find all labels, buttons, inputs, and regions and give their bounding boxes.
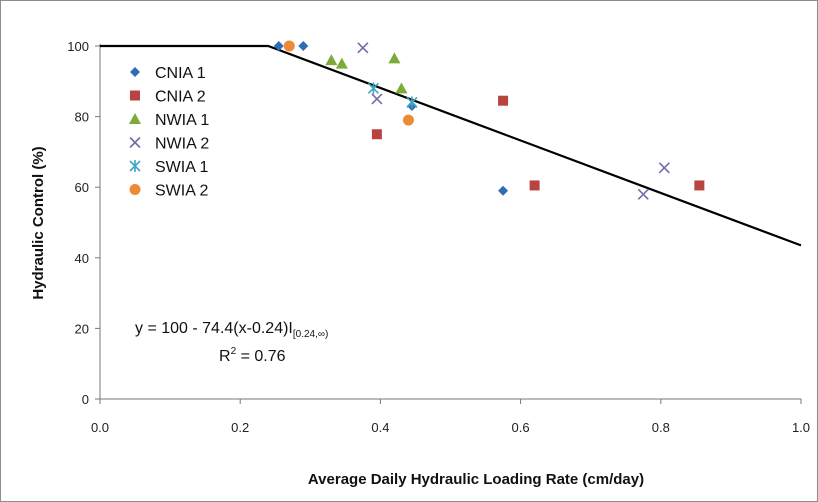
data-point-swia-1 — [406, 96, 418, 109]
legend: CNIA 1 CNIA 2 NWIA 1 NWIA 2 SWIA 1 SWIA 2 — [129, 65, 209, 200]
legend-label: SWIA 1 — [155, 159, 208, 176]
x-tick-label: 0.6 — [512, 420, 530, 435]
legend-label: CNIA 2 — [155, 89, 206, 106]
fit-equation: y = 100 - 74.4(x-0.24)I[0.24,∞) — [135, 320, 328, 340]
r-squared-value: = 0.76 — [236, 348, 285, 365]
y-tick-label: 60 — [75, 180, 89, 195]
x-tick-label: 0.4 — [371, 420, 389, 435]
fit-equation-main: y = 100 - 74.4(x-0.24)I — [135, 320, 293, 337]
legend-label: NWIA 2 — [155, 136, 209, 153]
data-point-nwia-2 — [371, 93, 383, 105]
legend-marker — [129, 113, 141, 124]
axes-layer: 0.0 0.2 0.4 0.6 0.8 1.0 0 20 40 60 80 100 — [67, 39, 810, 435]
legend-marker — [130, 67, 140, 77]
legend-marker — [129, 136, 141, 149]
data-point-cnia-1 — [498, 185, 509, 196]
data-point-nwia-1 — [395, 82, 408, 94]
data-point-swia-2 — [283, 40, 295, 52]
y-tick-label: 100 — [67, 39, 89, 54]
fit-equation-subscript: [0.24,∞) — [293, 329, 328, 340]
data-point-cnia-1 — [298, 41, 309, 51]
data-point-cnia-1 — [273, 41, 284, 51]
data-point-cnia-2 — [529, 180, 540, 191]
legend-marker — [129, 184, 141, 195]
data-point-nwia-2 — [637, 188, 649, 200]
r-squared-letter: R — [219, 348, 231, 365]
data-point-cnia-2 — [371, 129, 382, 140]
y-tick-label: 40 — [75, 251, 89, 266]
legend-marker — [129, 160, 141, 172]
data-points-layer — [273, 40, 705, 200]
data-point-swia-2 — [402, 114, 414, 126]
data-point-swia-1 — [367, 82, 379, 95]
y-axis-title: Hydraulic Control (%) — [30, 146, 47, 299]
fit-line-layer — [100, 44, 802, 247]
x-tick-label: 0.8 — [652, 420, 670, 435]
data-point-cnia-2 — [694, 180, 705, 191]
y-tick-label: 20 — [75, 321, 89, 336]
x-tick-label: 0.2 — [231, 420, 249, 435]
legend-label: SWIA 2 — [155, 183, 208, 200]
legend-label: CNIA 1 — [155, 65, 206, 82]
data-point-cnia-2 — [498, 95, 509, 106]
fit-line — [100, 44, 802, 247]
legend-marker — [130, 90, 140, 101]
y-tick-label: 0 — [82, 392, 89, 407]
x-axis-title: Average Daily Hydraulic Loading Rate (cm… — [308, 471, 644, 488]
data-point-nwia-1 — [335, 57, 348, 69]
legend-label: NWIA 1 — [155, 112, 209, 129]
x-tick-label: 0.0 — [91, 420, 109, 435]
data-point-nwia-1 — [325, 54, 338, 66]
r-squared-label: R2 = 0.76 — [219, 346, 286, 365]
data-point-nwia-1 — [388, 52, 401, 64]
x-tick-label: 1.0 — [792, 420, 810, 435]
y-tick-label: 80 — [75, 110, 89, 125]
data-point-nwia-2 — [357, 42, 369, 54]
data-point-nwia-2 — [658, 162, 670, 174]
r-squared-exponent: 2 — [231, 346, 237, 357]
